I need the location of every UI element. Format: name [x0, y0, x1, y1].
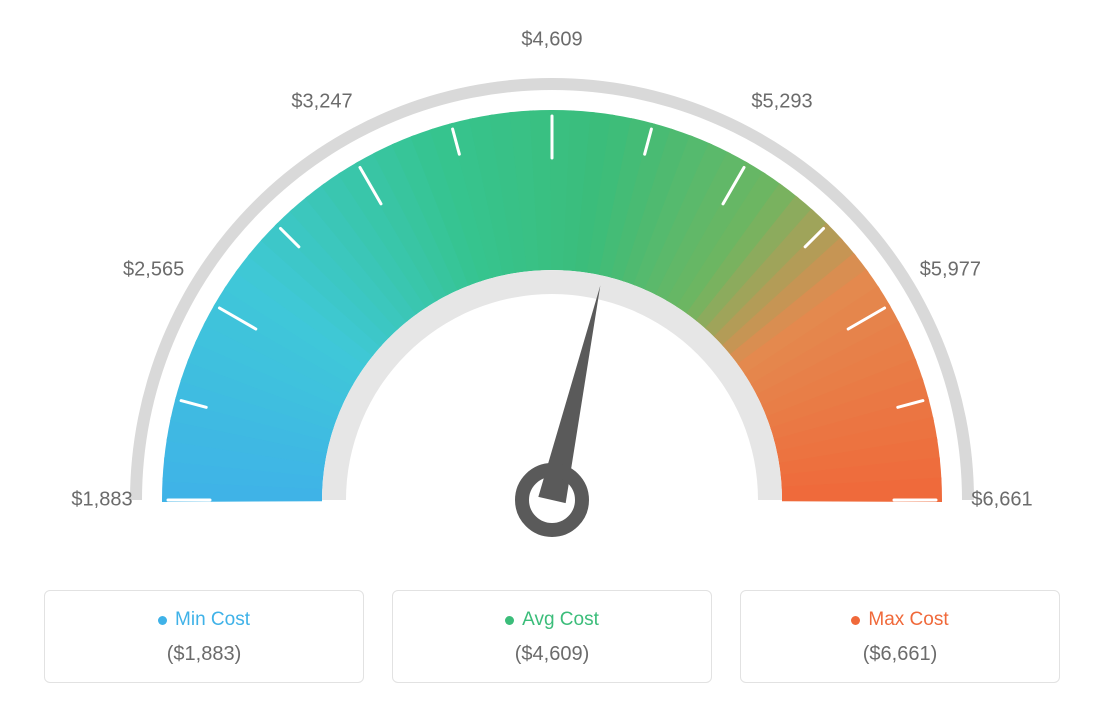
gauge-tick-label: $5,293	[751, 90, 812, 113]
min-cost-value: ($1,883)	[45, 643, 363, 666]
gauge-tick-label: $5,977	[920, 259, 981, 282]
gauge-svg	[20, 20, 1084, 580]
max-cost-value: ($6,661)	[741, 643, 1059, 666]
gauge-tick-label: $1,883	[71, 489, 132, 512]
gauge-chart: $1,883 $2,565 $3,247 $4,609 $5,293 $5,977 $6,6…	[20, 20, 1084, 580]
gauge-tick-label: $6,661	[971, 489, 1032, 512]
max-cost-label: Max Cost	[868, 609, 948, 631]
avg-cost-value: ($4,609)	[393, 643, 711, 666]
gauge-tick-label: $3,247	[291, 90, 352, 113]
min-dot-icon	[158, 616, 167, 625]
summary-cards: Min Cost ($1,883) Avg Cost ($4,609) Max …	[20, 590, 1084, 683]
gauge-tick-label: $2,565	[123, 259, 184, 282]
max-cost-card: Max Cost ($6,661)	[740, 590, 1060, 683]
max-dot-icon	[851, 616, 860, 625]
min-cost-title: Min Cost	[45, 609, 363, 631]
min-cost-label: Min Cost	[175, 609, 250, 631]
avg-dot-icon	[505, 616, 514, 625]
avg-cost-card: Avg Cost ($4,609)	[392, 590, 712, 683]
min-cost-card: Min Cost ($1,883)	[44, 590, 364, 683]
avg-cost-label: Avg Cost	[522, 609, 599, 631]
avg-cost-title: Avg Cost	[393, 609, 711, 631]
max-cost-title: Max Cost	[741, 609, 1059, 631]
gauge-tick-label: $4,609	[521, 29, 582, 52]
